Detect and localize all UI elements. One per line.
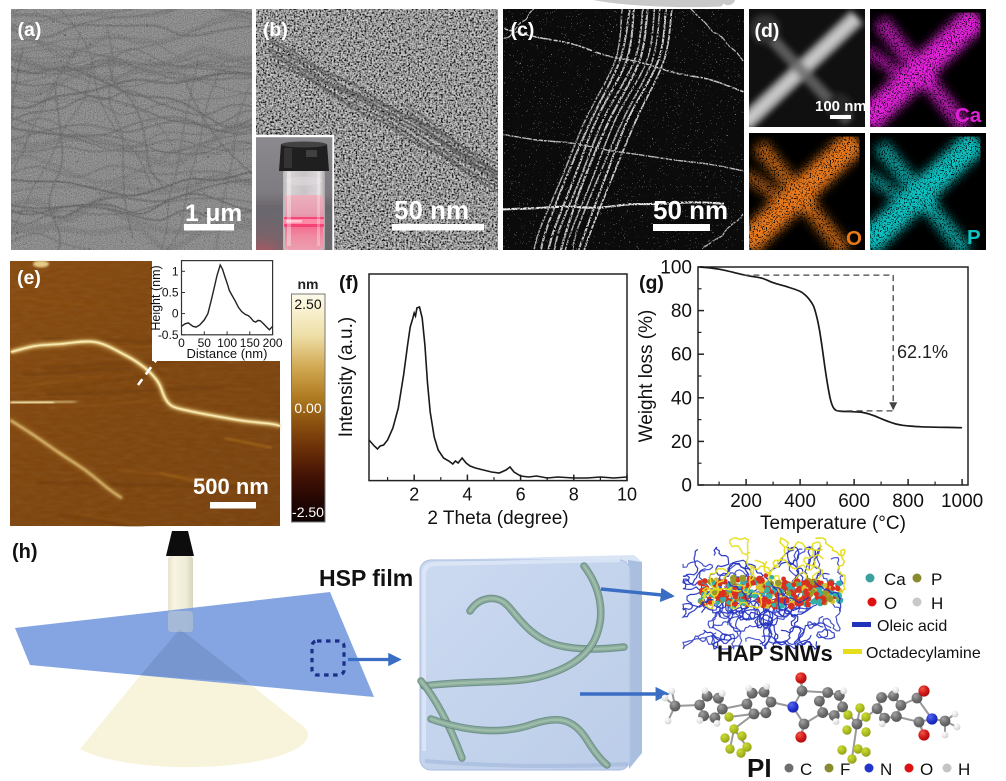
svg-text:200: 200 <box>730 491 762 512</box>
svg-text:0.5: 0.5 <box>162 286 179 300</box>
svg-text:600: 600 <box>838 491 870 512</box>
svg-text:Height (nm): Height (nm) <box>149 265 163 330</box>
svg-text:HAP SNWs: HAP SNWs <box>717 641 833 666</box>
svg-text:F: F <box>840 760 850 779</box>
svg-text:50 nm: 50 nm <box>653 195 728 225</box>
svg-text:0: 0 <box>172 307 179 321</box>
svg-text:-2.50: -2.50 <box>292 504 324 520</box>
svg-text:Ca: Ca <box>884 570 906 589</box>
svg-text:N: N <box>880 760 892 779</box>
svg-text:0.00: 0.00 <box>294 400 321 416</box>
svg-text:Ca: Ca <box>955 104 982 127</box>
svg-text:10: 10 <box>617 485 637 505</box>
svg-text:O: O <box>846 227 862 250</box>
svg-text:nm: nm <box>298 276 319 292</box>
svg-text:Octadecylamine: Octadecylamine <box>866 645 981 662</box>
svg-text:100: 100 <box>217 336 237 350</box>
svg-text:0: 0 <box>681 476 692 497</box>
svg-text:(f): (f) <box>339 272 358 294</box>
svg-text:Intensity (a.u.): Intensity (a.u.) <box>336 317 357 437</box>
svg-text:(g): (g) <box>639 272 664 294</box>
svg-text:200: 200 <box>263 336 283 350</box>
svg-text:40: 40 <box>671 388 692 409</box>
svg-text:H: H <box>958 760 970 779</box>
svg-text:1000: 1000 <box>941 491 983 512</box>
svg-text:(b): (b) <box>263 19 288 41</box>
svg-text:(c): (c) <box>511 19 535 41</box>
svg-text:60: 60 <box>671 345 692 366</box>
svg-text:4: 4 <box>462 485 472 505</box>
svg-text:P: P <box>967 226 981 249</box>
svg-text:100: 100 <box>660 258 692 279</box>
svg-text:150: 150 <box>240 336 260 350</box>
svg-text:H: H <box>931 594 943 613</box>
svg-text:Distance (nm): Distance (nm) <box>187 346 268 361</box>
svg-text:6: 6 <box>516 485 526 505</box>
svg-text:C: C <box>800 760 812 779</box>
svg-text:400: 400 <box>784 491 816 512</box>
svg-text:Weight loss (%): Weight loss (%) <box>636 310 657 443</box>
svg-text:100 nm: 100 nm <box>815 98 867 115</box>
svg-text:(a): (a) <box>18 19 42 41</box>
svg-text:50 nm: 50 nm <box>394 195 469 225</box>
svg-text:50: 50 <box>198 336 212 350</box>
svg-text:(e): (e) <box>17 267 41 289</box>
svg-text:-0.5: -0.5 <box>158 328 179 342</box>
svg-text:2.50: 2.50 <box>294 296 321 312</box>
svg-text:Oleic acid: Oleic acid <box>877 618 947 635</box>
svg-text:1 μm: 1 μm <box>185 200 242 227</box>
svg-text:62.1%: 62.1% <box>897 342 948 362</box>
svg-text:0: 0 <box>178 336 185 350</box>
svg-text:PI: PI <box>747 753 772 781</box>
svg-text:Temperature (°C): Temperature (°C) <box>760 513 906 534</box>
svg-text:20: 20 <box>671 432 692 453</box>
svg-text:500 nm: 500 nm <box>193 474 269 499</box>
svg-text:(d): (d) <box>755 20 780 42</box>
svg-text:2 Theta (degree): 2 Theta (degree) <box>427 508 568 529</box>
svg-text:1: 1 <box>172 264 179 278</box>
svg-text:800: 800 <box>892 491 924 512</box>
svg-text:80: 80 <box>671 301 692 322</box>
svg-text:8: 8 <box>569 485 579 505</box>
svg-text:2: 2 <box>409 485 419 505</box>
svg-text:HSP film: HSP film <box>319 565 413 591</box>
svg-text:O: O <box>884 594 897 613</box>
svg-text:O: O <box>920 760 933 779</box>
svg-text:P: P <box>931 570 942 589</box>
svg-text:(h): (h) <box>12 541 38 563</box>
